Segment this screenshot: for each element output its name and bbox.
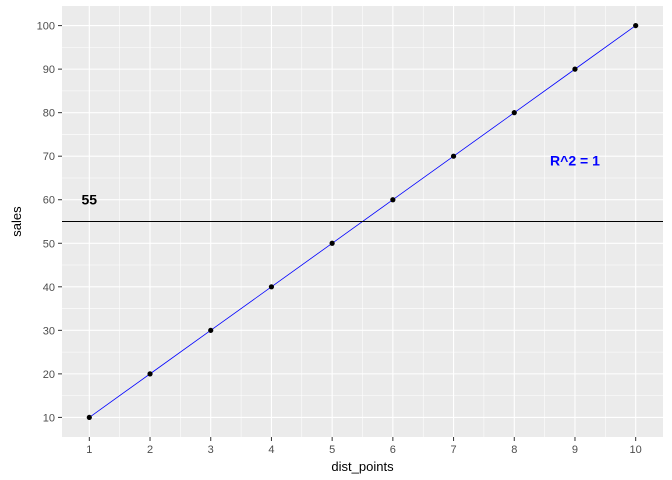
x-tick-label: 10 <box>630 444 642 456</box>
x-tick-label: 8 <box>511 444 517 456</box>
data-point <box>147 371 153 377</box>
data-point <box>208 327 214 333</box>
y-tick-label: 90 <box>43 64 55 76</box>
y-tick-label: 70 <box>43 151 55 163</box>
data-point <box>390 197 396 203</box>
x-tick-label: 2 <box>147 444 153 456</box>
data-point <box>450 153 457 159</box>
data-point <box>511 110 517 116</box>
data-point <box>329 240 335 246</box>
x-tick-label: 9 <box>572 444 578 456</box>
x-tick-label: 1 <box>86 444 92 456</box>
annotation-label: R^2 = 1 <box>550 153 600 169</box>
x-tick-label: 6 <box>390 444 396 456</box>
x-axis-title: dist_points <box>331 459 394 474</box>
data-point <box>572 66 578 72</box>
y-tick-label: 10 <box>43 412 55 424</box>
y-axis-ticks: 10 20 30 40 50 60 70 80 90 100 <box>37 21 62 424</box>
y-tick-label: 40 <box>43 282 55 294</box>
annotations: 55 R^2 = 1 <box>82 153 601 208</box>
x-tick-label: 5 <box>329 444 335 456</box>
x-tick-label: 7 <box>450 444 456 456</box>
data-point <box>633 22 639 29</box>
y-tick-label: 80 <box>43 108 55 120</box>
y-tick-label: 50 <box>43 238 55 250</box>
annotation-label: 55 <box>82 192 98 208</box>
x-tick-label: 3 <box>208 444 214 456</box>
x-axis-ticks: 1 2 3 4 5 6 7 8 9 10 <box>86 437 642 456</box>
y-tick-label: 20 <box>43 369 55 381</box>
data-point <box>268 284 275 290</box>
y-tick-label: 30 <box>43 325 55 337</box>
y-axis-title: sales <box>9 206 24 237</box>
data-points <box>86 22 639 421</box>
y-tick-label: 60 <box>43 195 55 207</box>
x-tick-label: 4 <box>268 444 274 456</box>
y-tick-label: 100 <box>37 21 55 33</box>
data-point <box>86 414 92 421</box>
